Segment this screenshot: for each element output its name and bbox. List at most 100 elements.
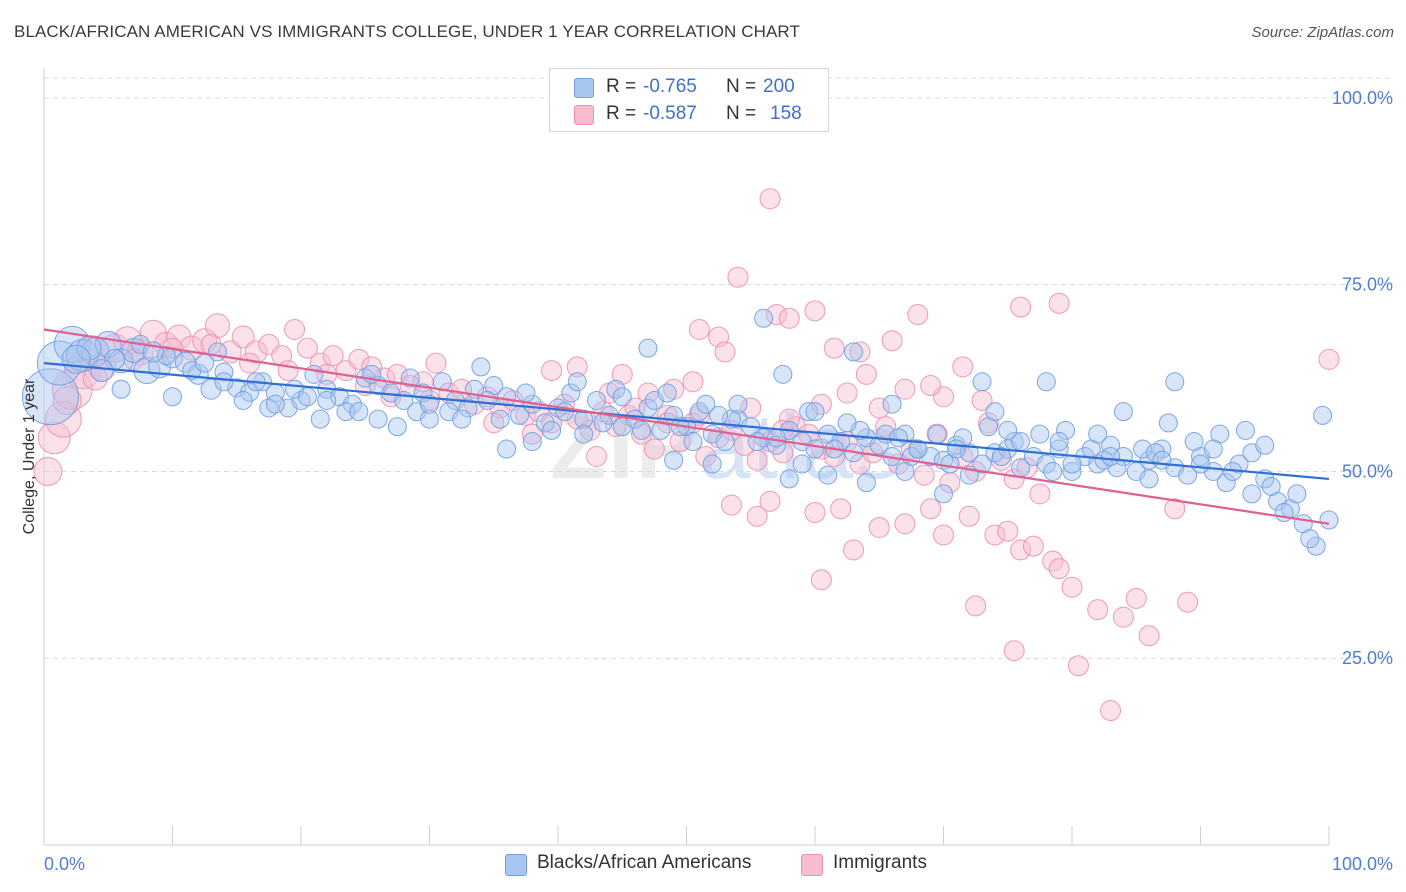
blacks-point <box>400 368 420 388</box>
blacks-point <box>593 413 613 433</box>
blacks-point <box>1319 510 1339 530</box>
immigrants-point <box>296 337 318 359</box>
immigrants-point <box>958 505 980 527</box>
y-tick-label: 50.0% <box>1342 461 1393 481</box>
immigrants-point <box>1010 296 1032 318</box>
immigrants-point <box>997 520 1019 542</box>
blacks-point <box>805 439 825 459</box>
blacks-point <box>773 364 793 384</box>
immigrants-point <box>823 446 845 467</box>
blacks-point <box>696 394 716 414</box>
legend-r-label: R = <box>606 103 637 124</box>
blacks-point <box>304 364 324 384</box>
immigrants-point <box>309 352 331 374</box>
blacks-point <box>709 405 729 425</box>
blacks-point <box>837 413 857 433</box>
immigrants-point <box>984 524 1006 546</box>
immigrants-point <box>759 490 781 512</box>
blacks-point <box>1056 420 1076 440</box>
blacks-point <box>291 390 311 410</box>
immigrants-point <box>631 423 653 445</box>
immigrants-point <box>1177 591 1199 613</box>
blacks-point <box>1191 454 1210 474</box>
blacks-point <box>651 420 671 440</box>
blacks-point <box>1062 454 1082 474</box>
blacks-point <box>985 402 1005 422</box>
legend-row-immigrants: R = -0.587 N = 158 <box>550 101 828 127</box>
blacks-point <box>1165 372 1185 392</box>
immigrants-point <box>778 307 800 329</box>
immigrants-point <box>1067 655 1089 677</box>
blacks-points <box>21 308 1339 556</box>
blacks-point <box>1306 536 1326 556</box>
blacks-point <box>342 394 362 414</box>
blacks-point <box>1133 439 1153 459</box>
blacks-point <box>689 402 709 422</box>
immigrants-point <box>746 449 768 471</box>
blacks-point <box>471 357 491 377</box>
blacks-point <box>657 383 677 403</box>
blacks-point <box>1036 372 1056 392</box>
immigrants-point <box>977 412 999 434</box>
source-label: Source: ZipAtlas.com <box>1251 24 1394 41</box>
y-tick-label: 75.0% <box>1342 275 1393 295</box>
immigrants-point <box>933 524 954 546</box>
x-tick-label: 0.0% <box>44 854 85 874</box>
blacks-point <box>111 379 131 399</box>
watermark-zip: ZIP <box>550 396 700 498</box>
blacks-point <box>728 394 748 414</box>
y-tick-label: 100.0% <box>1332 88 1393 108</box>
blacks-point <box>927 424 947 444</box>
blacks-point <box>991 447 1011 466</box>
blacks-point <box>1049 432 1069 452</box>
immigrants-point <box>810 393 832 415</box>
immigrants-point <box>204 313 230 339</box>
blacks-point <box>972 372 992 392</box>
immigrants-point <box>425 352 447 374</box>
blacks-point <box>612 387 632 407</box>
blacks-point <box>542 420 562 440</box>
blacks-point <box>1261 476 1281 496</box>
blacks-point <box>452 409 472 429</box>
blacks-point <box>561 383 581 403</box>
blacks-point <box>908 439 928 459</box>
bottom-legend-swatch-immigrants <box>801 854 823 876</box>
blacks-point <box>895 424 915 444</box>
blacks-point <box>36 340 82 386</box>
blacks-point <box>1030 424 1050 444</box>
blacks-point <box>934 484 953 504</box>
blacks-point <box>606 379 626 399</box>
legend-n-value: 200 <box>763 76 795 97</box>
immigrants-point <box>810 569 832 591</box>
blacks-point <box>1313 405 1333 425</box>
blacks-point <box>420 409 439 429</box>
immigrants-point <box>695 446 717 467</box>
immigrants-point <box>231 325 255 349</box>
blacks-point <box>1184 432 1204 452</box>
immigrants-point <box>1125 587 1147 609</box>
blacks-point <box>61 344 91 374</box>
immigrants-point <box>830 498 852 520</box>
immigrants-point <box>746 505 768 527</box>
blacks-point <box>195 353 215 373</box>
blacks-point <box>818 465 838 485</box>
immigrants-point <box>1318 348 1340 370</box>
blacks-point <box>1216 473 1236 493</box>
blacks-point <box>1088 424 1108 444</box>
blacks-point <box>1101 447 1121 466</box>
immigrants-point <box>714 341 736 363</box>
blacks-point <box>265 394 285 414</box>
blacks-point <box>1300 529 1320 549</box>
immigrants-point <box>1048 292 1070 314</box>
legend-swatch-blacks <box>574 78 594 98</box>
immigrants-point <box>920 498 942 520</box>
immigrants-point <box>720 494 742 516</box>
legend-r-label: R = <box>606 76 637 97</box>
blacks-point <box>490 409 510 429</box>
blacks-point <box>522 432 542 452</box>
blacks-trend-line <box>43 362 1330 481</box>
blacks-point <box>638 338 658 358</box>
blacks-point <box>715 432 735 452</box>
blacks-point <box>946 439 966 459</box>
